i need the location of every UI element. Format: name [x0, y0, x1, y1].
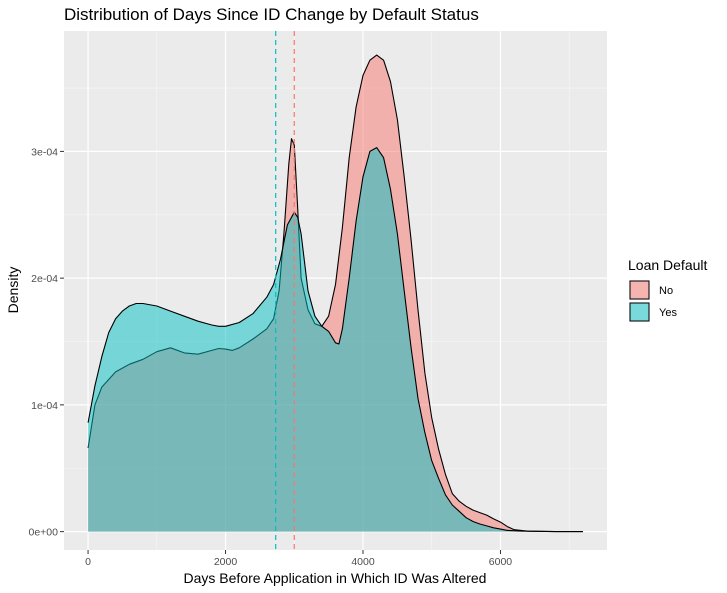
legend-items: No Yes — [629, 280, 677, 322]
y-tick-label: 1e-04 — [31, 400, 58, 412]
density-area-yes — [88, 147, 583, 532]
legend-title: Loan Default — [628, 257, 708, 273]
y-tick-label: 3e-04 — [31, 146, 58, 158]
legend-key-yes — [629, 302, 650, 322]
legend: Loan Default No Yes — [628, 257, 708, 322]
chart-title: Distribution of Days Since ID Change by … — [64, 5, 479, 24]
y-axis: 0e+00 1e-04 2e-04 3e-04 — [29, 146, 64, 539]
x-axis-title: Days Before Application in Which ID Was … — [184, 570, 487, 586]
y-tick-label: 2e-04 — [31, 273, 58, 285]
x-tick-label: 0 — [85, 556, 91, 568]
legend-label-yes: Yes — [659, 307, 677, 319]
legend-label-no: No — [659, 285, 673, 297]
legend-key-no — [629, 280, 650, 300]
y-axis-title: Density — [5, 267, 21, 314]
x-axis: 0 2000 4000 6000 — [85, 550, 512, 568]
x-tick-label: 2000 — [214, 556, 238, 568]
x-tick-label: 6000 — [489, 556, 513, 568]
x-tick-label: 4000 — [351, 556, 375, 568]
y-tick-label: 0e+00 — [29, 527, 59, 539]
density-areas — [87, 54, 583, 533]
density-curve-yes — [87, 147, 583, 533]
mean-lines — [275, 31, 295, 550]
